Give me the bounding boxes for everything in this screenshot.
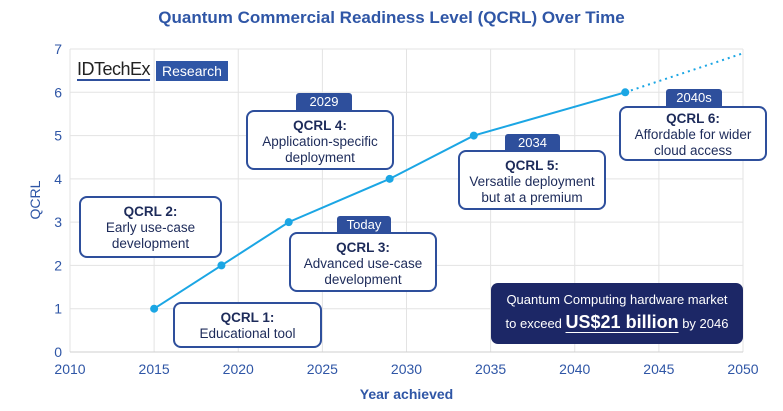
data-point [284, 218, 293, 227]
annotation-qcrl4: QCRL 4: Application-specific deployment [246, 110, 394, 170]
y-tick-label: 1 [54, 301, 62, 317]
x-tick-label: 2030 [391, 361, 422, 377]
data-point [385, 174, 394, 183]
y-axis-label: QCRL [27, 180, 43, 219]
x-axis-label: Year achieved [360, 386, 453, 402]
y-tick-label: 3 [54, 214, 62, 230]
annotation-title: QCRL 5: [505, 158, 559, 173]
x-tick-label: 2045 [643, 361, 674, 377]
y-tick-label: 2 [54, 257, 62, 273]
market-pre: to exceed [505, 316, 562, 331]
annotation-tag-today: Today [337, 216, 391, 233]
x-tick-label: 2020 [223, 361, 254, 377]
annotation-title: QCRL 4: [293, 118, 347, 133]
annotation-text: Versatile deployment but at a premium [469, 174, 595, 205]
annotation-text: Advanced use-case development [303, 256, 423, 287]
y-tick-label: 7 [54, 41, 62, 57]
annotation-title: QCRL 2: [123, 204, 178, 219]
x-tick-label: 2010 [54, 361, 85, 377]
annotation-title: QCRL 1: [220, 310, 275, 325]
market-value: US$21 billion [565, 312, 679, 332]
annotation-text: Application-specific deployment [262, 134, 378, 165]
y-tick-label: 5 [54, 128, 62, 144]
annotation-text: Early use-case development [105, 220, 196, 251]
annotation-qcrl2: QCRL 2: Early use-case development [79, 196, 222, 258]
data-point [217, 261, 226, 270]
annotation-tag-2040s: 2040s [666, 89, 722, 106]
annotation-title: QCRL 3: [336, 240, 390, 255]
market-post: by 2046 [682, 316, 729, 331]
x-tick-label: 2050 [727, 361, 758, 377]
annotation-text: Educational tool [199, 326, 296, 341]
idtechex-logo: IDTechEx Research [77, 60, 228, 81]
x-tick-label: 2025 [307, 361, 338, 377]
annotation-qcrl3: QCRL 3: Advanced use-case development [289, 232, 437, 292]
annotation-tag-2029: 2029 [296, 93, 352, 110]
y-tick-label: 4 [54, 171, 62, 187]
chart-title: Quantum Commercial Readiness Level (QCRL… [158, 8, 625, 27]
logo-name: IDTechEx [77, 59, 151, 81]
x-tick-label: 2040 [559, 361, 590, 377]
x-tick-label: 2035 [475, 361, 506, 377]
market-line1: Quantum Computing hardware market [506, 292, 728, 307]
annotation-tag-2034: 2034 [505, 134, 560, 151]
projection-line [624, 52, 744, 94]
data-point [621, 88, 630, 97]
y-tick-label: 6 [54, 84, 62, 100]
annotation-title: QCRL 6: [666, 111, 720, 126]
annotation-text: Affordable for wider cloud access [634, 127, 752, 158]
y-tick-label: 0 [54, 344, 62, 360]
data-point [150, 304, 159, 313]
market-callout: Quantum Computing hardware market to exc… [491, 283, 743, 344]
logo-suffix: Research [156, 60, 228, 81]
series-line [153, 91, 626, 310]
annotation-qcrl1: QCRL 1: Educational tool [173, 302, 322, 348]
annotation-qcrl5: QCRL 5: Versatile deployment but at a pre… [458, 150, 606, 210]
annotation-qcrl6: QCRL 6: Affordable for wider cloud access [619, 106, 767, 161]
x-tick-label: 2015 [139, 361, 170, 377]
data-point [469, 131, 478, 140]
